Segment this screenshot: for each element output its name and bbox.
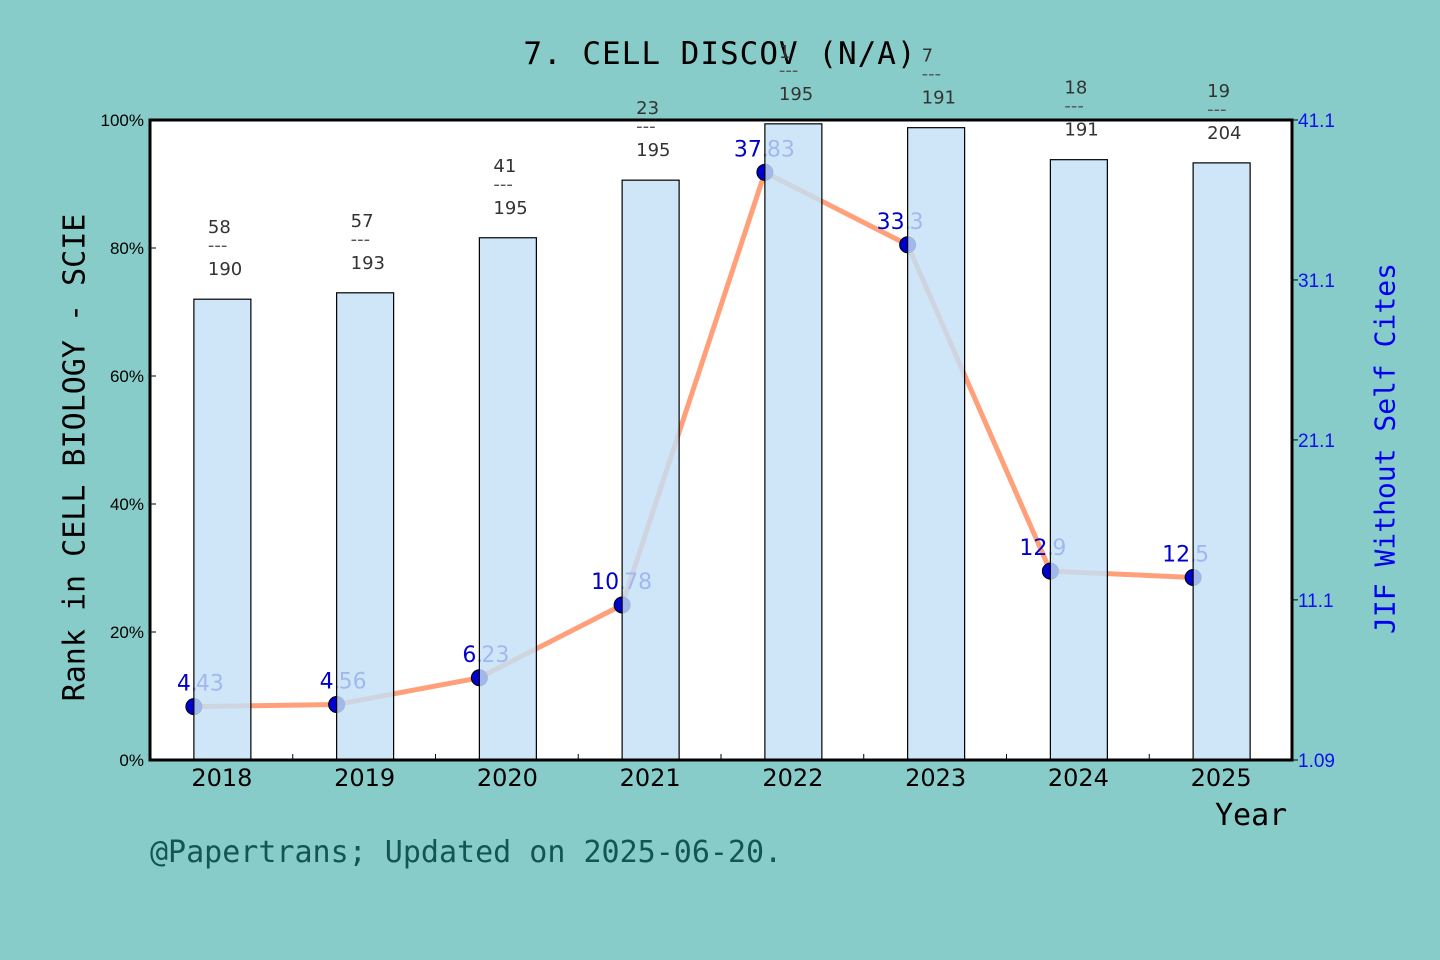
rank-divider: --- bbox=[636, 116, 656, 137]
x-axis-tick: 2020 bbox=[477, 764, 538, 792]
rank-numerator: 57 bbox=[351, 211, 374, 232]
left-axis-tick: 40% bbox=[110, 495, 144, 514]
x-axis-tick: 2024 bbox=[1048, 764, 1109, 792]
rank-denominator: 195 bbox=[636, 140, 670, 161]
rank-bar-2024 bbox=[1049, 159, 1108, 761]
rank-denominator: 191 bbox=[922, 88, 956, 109]
jif-value-label: 4. bbox=[320, 669, 341, 694]
rank-divider: --- bbox=[351, 229, 371, 250]
jif-value-label: 12. bbox=[1162, 542, 1197, 567]
rank-divider: --- bbox=[1207, 99, 1227, 120]
rank-numerator: 58 bbox=[208, 217, 231, 238]
axes: 0% 20% 40% 60% 80% 100% 1.09 11.1 21.1 31.1 41.1 20… bbox=[101, 111, 1335, 792]
rank-denominator: 193 bbox=[351, 253, 385, 274]
x-axis-label: Year bbox=[1215, 798, 1288, 833]
rank-bar-series bbox=[193, 123, 1251, 761]
rank-bar-2022 bbox=[764, 123, 823, 761]
rank-denominator: 191 bbox=[1064, 120, 1098, 141]
footer-credit: @Papertrans; Updated on 2025-06-20. bbox=[150, 835, 783, 870]
jif-value-label: 33. bbox=[877, 210, 912, 235]
rank-numerator: 19 bbox=[1207, 81, 1230, 102]
rank-bar-2023 bbox=[907, 127, 966, 761]
rank-bar-2018 bbox=[193, 298, 252, 761]
rank-numerator: 18 bbox=[1064, 78, 1087, 99]
left-axis-tick: 20% bbox=[110, 623, 144, 642]
rank-bar-2025 bbox=[1192, 162, 1251, 761]
jif-value-label: 6. bbox=[462, 643, 483, 668]
jif-value-label: 10. bbox=[591, 570, 626, 595]
rank-divider: --- bbox=[493, 174, 513, 195]
rank-divider: --- bbox=[1064, 96, 1084, 117]
x-axis-tick: 2019 bbox=[334, 764, 395, 792]
rank-denominator: 195 bbox=[779, 84, 813, 105]
x-axis-tick: 2023 bbox=[905, 764, 966, 792]
rank-divider: --- bbox=[922, 64, 942, 85]
plot-area bbox=[150, 120, 1292, 760]
jif-value-label: 4. bbox=[177, 672, 198, 697]
data-labels: 58---19057---19341---19523---1951---1957… bbox=[208, 42, 1242, 280]
left-axis-tick: 80% bbox=[110, 239, 144, 258]
rank-numerator: 41 bbox=[493, 156, 516, 177]
right-axis-tick: 21.1 bbox=[1298, 431, 1335, 452]
x-axis-tick: 2025 bbox=[1191, 764, 1252, 792]
rank-numerator: 23 bbox=[636, 98, 659, 119]
right-axis-tick: 31.1 bbox=[1298, 271, 1335, 292]
x-axis-tick: 2022 bbox=[762, 764, 823, 792]
right-axis-tick: 1.09 bbox=[1298, 751, 1335, 772]
rank-numerator: 1 bbox=[779, 42, 790, 63]
rank-divider: --- bbox=[208, 235, 228, 256]
rank-numerator: 7 bbox=[922, 46, 933, 67]
right-axis-tick: 11.1 bbox=[1298, 591, 1334, 612]
left-axis-tick: 100% bbox=[101, 111, 144, 130]
rank-denominator: 190 bbox=[208, 259, 242, 280]
rank-denominator: 204 bbox=[1207, 123, 1241, 144]
left-axis-tick: 0% bbox=[119, 751, 144, 770]
rank-bar-2021 bbox=[621, 179, 680, 761]
rank-bar-2019 bbox=[336, 292, 395, 761]
left-axis-tick: 60% bbox=[110, 367, 144, 386]
rank-denominator: 195 bbox=[493, 198, 527, 219]
rank-divider: --- bbox=[779, 60, 799, 81]
jif-value-label: 12. bbox=[1019, 536, 1054, 561]
chart-title: 7. CELL DISCOV (N/A) bbox=[523, 36, 917, 72]
x-axis-tick: 2021 bbox=[620, 764, 681, 792]
x-axis-tick: 2018 bbox=[191, 764, 252, 792]
rank-bar-2020 bbox=[478, 237, 537, 761]
right-axis-tick: 41.1 bbox=[1298, 111, 1335, 132]
jif-value-label: 37. bbox=[734, 137, 769, 162]
